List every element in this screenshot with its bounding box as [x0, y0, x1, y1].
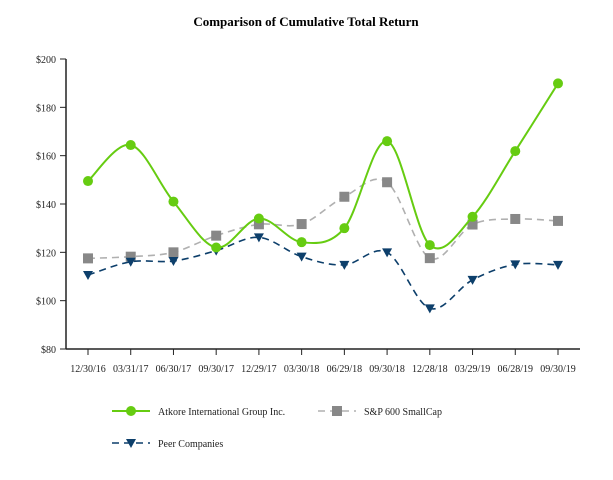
x-tick-label: 03/30/18	[284, 364, 320, 375]
data-point-square	[211, 230, 222, 241]
data-point-square	[83, 253, 93, 264]
legend: Atkore International Group Inc. S&P 600 S…	[112, 406, 442, 450]
chart-title: Comparison of Cumulative Total Return	[193, 14, 419, 29]
x-tick-label: 12/30/16	[70, 364, 106, 375]
data-point-square	[382, 177, 393, 188]
data-point-square	[467, 219, 478, 230]
x-tick-label: 09/30/17	[198, 364, 234, 375]
y-tick-label: $180	[36, 103, 56, 114]
x-tick-label: 09/30/19	[540, 364, 576, 375]
series-line-0	[87, 82, 559, 250]
axes: $80 $100 $120 $140 $160 $180 $200 12/30/16 03/31…	[36, 55, 580, 375]
data-point-circle	[211, 242, 222, 253]
data-point-circle	[296, 237, 307, 248]
data-point-triangle-down	[296, 252, 307, 262]
data-point-square	[553, 215, 563, 226]
data-point-square	[296, 219, 307, 230]
y-tick-label: $80	[41, 345, 56, 356]
data-point-triangle-down	[83, 271, 93, 281]
data-point-circle	[553, 78, 563, 89]
legend-marker-triangle-down	[126, 439, 136, 448]
data-point-circle	[168, 196, 179, 207]
data-point-triangle-down	[125, 257, 136, 267]
series-line-2	[87, 236, 559, 310]
data-point-triangle-down	[168, 257, 179, 267]
data-point-square	[168, 247, 179, 258]
legend-marker-circle	[126, 406, 136, 416]
x-tick-label: 12/29/17	[241, 364, 277, 375]
y-tick-label: $200	[36, 55, 56, 66]
legend-label: Peer Companies	[158, 439, 223, 450]
data-point-circle	[510, 146, 521, 157]
x-tick-label: 06/29/18	[327, 364, 363, 375]
x-tick-label: 12/28/18	[412, 364, 448, 375]
x-tick-label: 06/28/19	[497, 364, 533, 375]
data-point-triangle-down	[382, 248, 393, 258]
data-point-circle	[467, 211, 478, 222]
x-tick-label: 03/31/17	[113, 364, 149, 375]
y-tick-label: $100	[36, 297, 56, 308]
y-tick-label: $140	[36, 200, 56, 211]
data-point-square	[253, 219, 264, 230]
data-point-circle	[125, 140, 136, 151]
series-lines	[83, 78, 563, 314]
y-tick-label: $120	[36, 248, 56, 259]
legend-marker-square	[332, 406, 342, 416]
x-tick-label: 09/30/18	[369, 364, 405, 375]
data-point-triangle-down	[467, 275, 478, 285]
data-point-square	[510, 213, 521, 224]
series-line-1	[87, 178, 559, 260]
data-point-circle	[382, 136, 393, 147]
data-point-circle	[339, 223, 350, 234]
data-point-square	[339, 191, 350, 202]
data-point-circle	[424, 240, 435, 251]
x-tick-label: 03/29/19	[455, 364, 491, 375]
data-point-circle	[253, 213, 264, 224]
legend-label: Atkore International Group Inc.	[158, 407, 285, 418]
y-tick-label: $160	[36, 152, 56, 163]
data-point-triangle-down	[510, 260, 521, 270]
data-point-triangle-down	[553, 260, 563, 270]
data-point-triangle-down	[253, 233, 264, 243]
legend-label: S&P 600 SmallCap	[364, 407, 442, 418]
data-point-triangle-down	[424, 304, 435, 314]
data-point-square	[125, 251, 136, 262]
x-tick-label: 06/30/17	[156, 364, 192, 375]
data-point-triangle-down	[339, 260, 350, 270]
data-point-square	[424, 253, 435, 264]
data-point-circle	[83, 176, 93, 187]
